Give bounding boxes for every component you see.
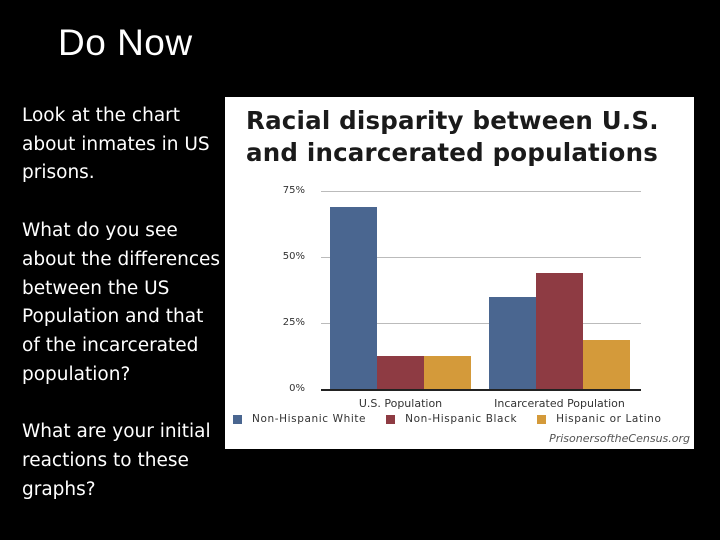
legend-item: Hispanic or Latino <box>537 413 661 425</box>
bar <box>377 356 424 389</box>
legend-label: Non-Hispanic White <box>252 413 367 425</box>
y-tick-label: 50% <box>282 251 305 262</box>
chart-image: Racial disparity between U.S. and incarc… <box>225 97 694 449</box>
bar <box>489 296 536 389</box>
y-tick-label: 25% <box>282 317 305 328</box>
y-tick-label: 0% <box>289 383 305 394</box>
bar <box>583 340 630 389</box>
bar <box>536 272 583 389</box>
legend-label: Non-Hispanic Black <box>405 413 518 425</box>
gridline <box>321 323 641 324</box>
slide-title: Do Now <box>58 22 193 63</box>
legend-item: Non-Hispanic Black <box>386 413 517 425</box>
prompt-differences: What do you see about the differences be… <box>22 220 221 385</box>
x-axis-line <box>321 389 641 391</box>
chart-legend: Non-Hispanic White Non-Hispanic Black Hisp… <box>233 413 681 425</box>
bar-plot: 0% 25% 50% 75% U.S. Population Incarcerated P… <box>225 97 694 449</box>
gridline <box>321 257 641 258</box>
prompt-look: Look at the chart about inmates in US pr… <box>22 105 210 184</box>
chart-title: Racial disparity between U.S. and incarc… <box>246 105 659 169</box>
bar <box>330 206 377 389</box>
chart-title-line-2: and incarcerated populations <box>246 138 659 167</box>
legend-swatch-icon <box>233 414 242 424</box>
chart-source: PrisonersoftheCensus.org <box>549 432 690 445</box>
slide-body: Look at the chart about inmates in US pr… <box>22 102 227 533</box>
x-category-label: U.S. Population <box>358 397 443 410</box>
chart-title-line-1: Racial disparity between U.S. <box>246 106 659 135</box>
legend-item: Non-Hispanic White <box>233 413 366 425</box>
gridline <box>321 191 641 192</box>
legend-label: Hispanic or Latino <box>556 413 662 425</box>
legend-swatch-icon <box>537 414 547 424</box>
prompt-reactions: What are your initial reactions to these… <box>22 421 211 500</box>
x-category-label: Incarcerated Population <box>494 397 625 410</box>
y-tick-label: 75% <box>282 185 305 196</box>
bar <box>424 356 471 389</box>
legend-swatch-icon <box>386 414 396 424</box>
